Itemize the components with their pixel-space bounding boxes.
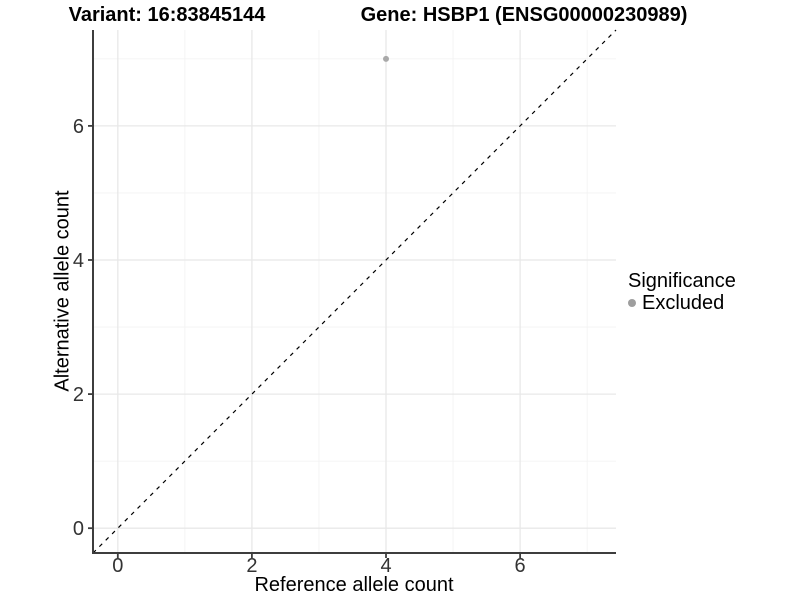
x-tick-label: 6	[515, 555, 526, 577]
y-axis-title: Alternative allele count	[51, 190, 74, 392]
y-tick-label: 4	[73, 250, 84, 272]
y-tick-label: 0	[73, 518, 84, 540]
data-point	[383, 55, 390, 62]
legend-title: Significance	[628, 270, 736, 292]
y-tick-label: 2	[73, 384, 84, 406]
excluded-point-swatch-icon	[628, 299, 636, 307]
legend: Significance Excluded	[628, 270, 736, 314]
legend-item-excluded: Excluded	[628, 292, 736, 314]
x-axis-title: Reference allele count	[254, 574, 454, 596]
legend-item-label: Excluded	[642, 292, 725, 314]
identity-reference-line	[92, 29, 617, 554]
x-tick-label: 4	[380, 555, 391, 577]
x-tick-label: 0	[112, 555, 123, 577]
variant-title: Variant: 16:83845144	[68, 4, 266, 26]
y-tick-label: 6	[73, 116, 84, 138]
gene-title: Gene: HSBP1 (ENSG00000230989)	[360, 4, 688, 26]
x-tick-label: 2	[246, 555, 257, 577]
